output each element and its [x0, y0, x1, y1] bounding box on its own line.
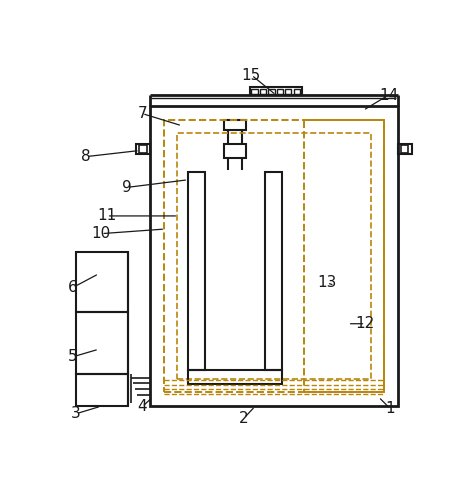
Bar: [250, 87, 302, 95]
Text: 6: 6: [68, 280, 78, 295]
Bar: [136, 144, 150, 154]
Bar: [225, 144, 246, 158]
Text: 10: 10: [91, 226, 111, 241]
Bar: [188, 172, 205, 370]
Text: 3: 3: [71, 407, 81, 421]
Text: 9: 9: [122, 180, 132, 195]
Bar: [268, 89, 274, 93]
Bar: [294, 89, 300, 93]
Bar: [76, 374, 128, 406]
Bar: [150, 106, 398, 406]
Bar: [265, 172, 282, 370]
Text: 2: 2: [239, 411, 249, 426]
Bar: [285, 89, 292, 93]
Bar: [164, 120, 384, 392]
Text: 13: 13: [317, 275, 336, 290]
Bar: [277, 89, 283, 93]
Text: 1: 1: [385, 401, 395, 416]
Bar: [76, 312, 128, 374]
Bar: [304, 120, 384, 392]
Bar: [176, 133, 371, 379]
Text: 11: 11: [97, 209, 116, 224]
Text: 5: 5: [68, 349, 78, 364]
Bar: [260, 89, 266, 93]
Bar: [188, 370, 282, 384]
Text: 7: 7: [137, 106, 147, 121]
Bar: [76, 252, 128, 312]
Bar: [225, 120, 246, 131]
Text: 12: 12: [356, 316, 375, 331]
Text: 8: 8: [81, 149, 91, 164]
Text: 14: 14: [379, 88, 398, 103]
Text: 4: 4: [137, 399, 147, 414]
Bar: [398, 144, 412, 154]
Bar: [251, 89, 258, 93]
Bar: [401, 145, 408, 153]
Text: 15: 15: [242, 68, 261, 82]
Bar: [139, 145, 147, 153]
